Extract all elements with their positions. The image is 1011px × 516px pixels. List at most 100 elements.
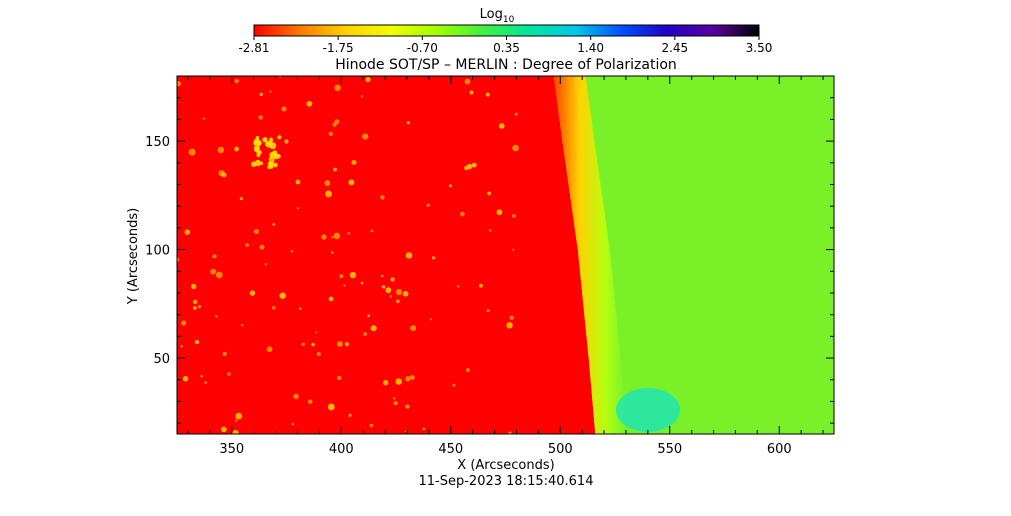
y-axis-label: Y (Arcseconds) bbox=[126, 208, 141, 305]
hotspot bbox=[360, 281, 364, 285]
hotspot bbox=[290, 250, 294, 253]
hotspot bbox=[348, 413, 352, 418]
hotspot bbox=[471, 162, 477, 168]
hotspot bbox=[466, 368, 470, 372]
hotspot bbox=[367, 314, 371, 318]
plot-frame bbox=[176, 75, 835, 435]
hotspot bbox=[245, 243, 249, 247]
x-tick-label: 500 bbox=[548, 442, 573, 457]
hotspot bbox=[291, 423, 294, 426]
hotspot bbox=[390, 277, 395, 282]
colorbar-ticks: -2.81 -1.75 -0.70 0.35 1.40 2.45 3.50 bbox=[238, 36, 772, 55]
hotspot bbox=[432, 256, 436, 260]
hotspot bbox=[222, 351, 227, 356]
x-tick-label: 550 bbox=[657, 442, 682, 457]
hotspot bbox=[381, 285, 386, 289]
hotspot bbox=[267, 161, 273, 166]
hotspot bbox=[272, 223, 276, 226]
hotspot bbox=[227, 372, 231, 376]
x-axis-ticks: 350 400 450 500 550 600 bbox=[187, 76, 824, 457]
hotspot bbox=[365, 77, 371, 83]
plage-hotspots bbox=[177, 76, 519, 434]
colorbar-tick-label: -1.75 bbox=[323, 41, 354, 55]
hotspot bbox=[269, 142, 277, 150]
hotspot bbox=[405, 376, 411, 382]
hotspot bbox=[336, 341, 343, 347]
hotspot bbox=[177, 257, 180, 262]
hotspot bbox=[276, 153, 281, 159]
hotspot bbox=[327, 403, 335, 411]
hotspot bbox=[362, 133, 369, 140]
hotspot bbox=[202, 117, 206, 120]
hotspot bbox=[264, 263, 268, 266]
x-tick-label: 350 bbox=[219, 442, 244, 457]
limb-polarization-region bbox=[553, 76, 834, 434]
colorbar bbox=[253, 24, 760, 37]
hotspot bbox=[393, 401, 398, 406]
hotspot bbox=[215, 315, 218, 318]
hotspot bbox=[392, 397, 396, 400]
hotspot bbox=[460, 211, 465, 217]
x-axis-label: X (Arcseconds) bbox=[457, 458, 554, 473]
hotspot bbox=[498, 123, 505, 129]
hotspot bbox=[192, 299, 198, 305]
hotspot bbox=[279, 292, 286, 299]
hotspot bbox=[363, 332, 367, 336]
hotspot bbox=[381, 274, 384, 278]
hotspot bbox=[180, 344, 184, 348]
hotspot bbox=[347, 231, 351, 235]
x-tick-label: 400 bbox=[329, 442, 354, 457]
hotspot bbox=[360, 95, 364, 98]
hotspot bbox=[429, 318, 433, 321]
hotspot bbox=[332, 122, 337, 127]
hotspot bbox=[464, 78, 471, 85]
hotspot bbox=[383, 379, 389, 386]
hotspot bbox=[307, 399, 313, 404]
hotspot bbox=[370, 229, 374, 233]
hotspot bbox=[253, 228, 259, 235]
timestamp: 11-Sep-2023 18:15:40.614 bbox=[419, 474, 594, 489]
hotspot bbox=[267, 165, 272, 169]
hotspot bbox=[315, 331, 318, 334]
x-tick-label: 600 bbox=[767, 442, 792, 457]
hotspot bbox=[212, 254, 217, 259]
colorbar-tick-label: 0.35 bbox=[493, 41, 520, 55]
hotspot bbox=[385, 287, 392, 294]
hotspot bbox=[351, 159, 357, 165]
hotspot bbox=[512, 248, 515, 251]
hotspot bbox=[197, 305, 202, 309]
hotspot bbox=[269, 90, 272, 93]
hotspot bbox=[204, 381, 207, 384]
hotspot bbox=[402, 290, 409, 297]
colorbar-tick-label: 3.50 bbox=[746, 41, 773, 55]
hotspot bbox=[254, 159, 261, 167]
hotspot bbox=[296, 207, 300, 210]
heatmap-image bbox=[177, 76, 834, 434]
hotspot bbox=[325, 190, 332, 198]
hotspot bbox=[469, 90, 474, 95]
hotspot bbox=[396, 299, 400, 304]
hotspot bbox=[328, 296, 334, 302]
hotspot bbox=[349, 271, 357, 279]
x-tick-label: 450 bbox=[438, 442, 463, 457]
hotspot bbox=[241, 324, 244, 327]
colorbar-tick-label: 1.40 bbox=[577, 41, 604, 55]
hotspot bbox=[271, 305, 276, 310]
hotspot bbox=[321, 234, 327, 240]
hotspot bbox=[277, 135, 282, 140]
hotspot bbox=[217, 146, 225, 154]
hotspot bbox=[268, 138, 273, 143]
hotspot bbox=[514, 112, 518, 116]
hotspot bbox=[239, 197, 244, 201]
hotspot bbox=[336, 375, 342, 381]
hotspot bbox=[389, 295, 393, 298]
hotspot bbox=[234, 419, 238, 422]
colorbar-tick-label: 2.45 bbox=[661, 41, 688, 55]
hotspot bbox=[221, 172, 227, 178]
hotspot bbox=[405, 404, 410, 409]
hotspot bbox=[344, 342, 349, 347]
hotspot bbox=[258, 115, 263, 120]
hotspot bbox=[259, 161, 264, 166]
limb-band bbox=[553, 76, 628, 434]
